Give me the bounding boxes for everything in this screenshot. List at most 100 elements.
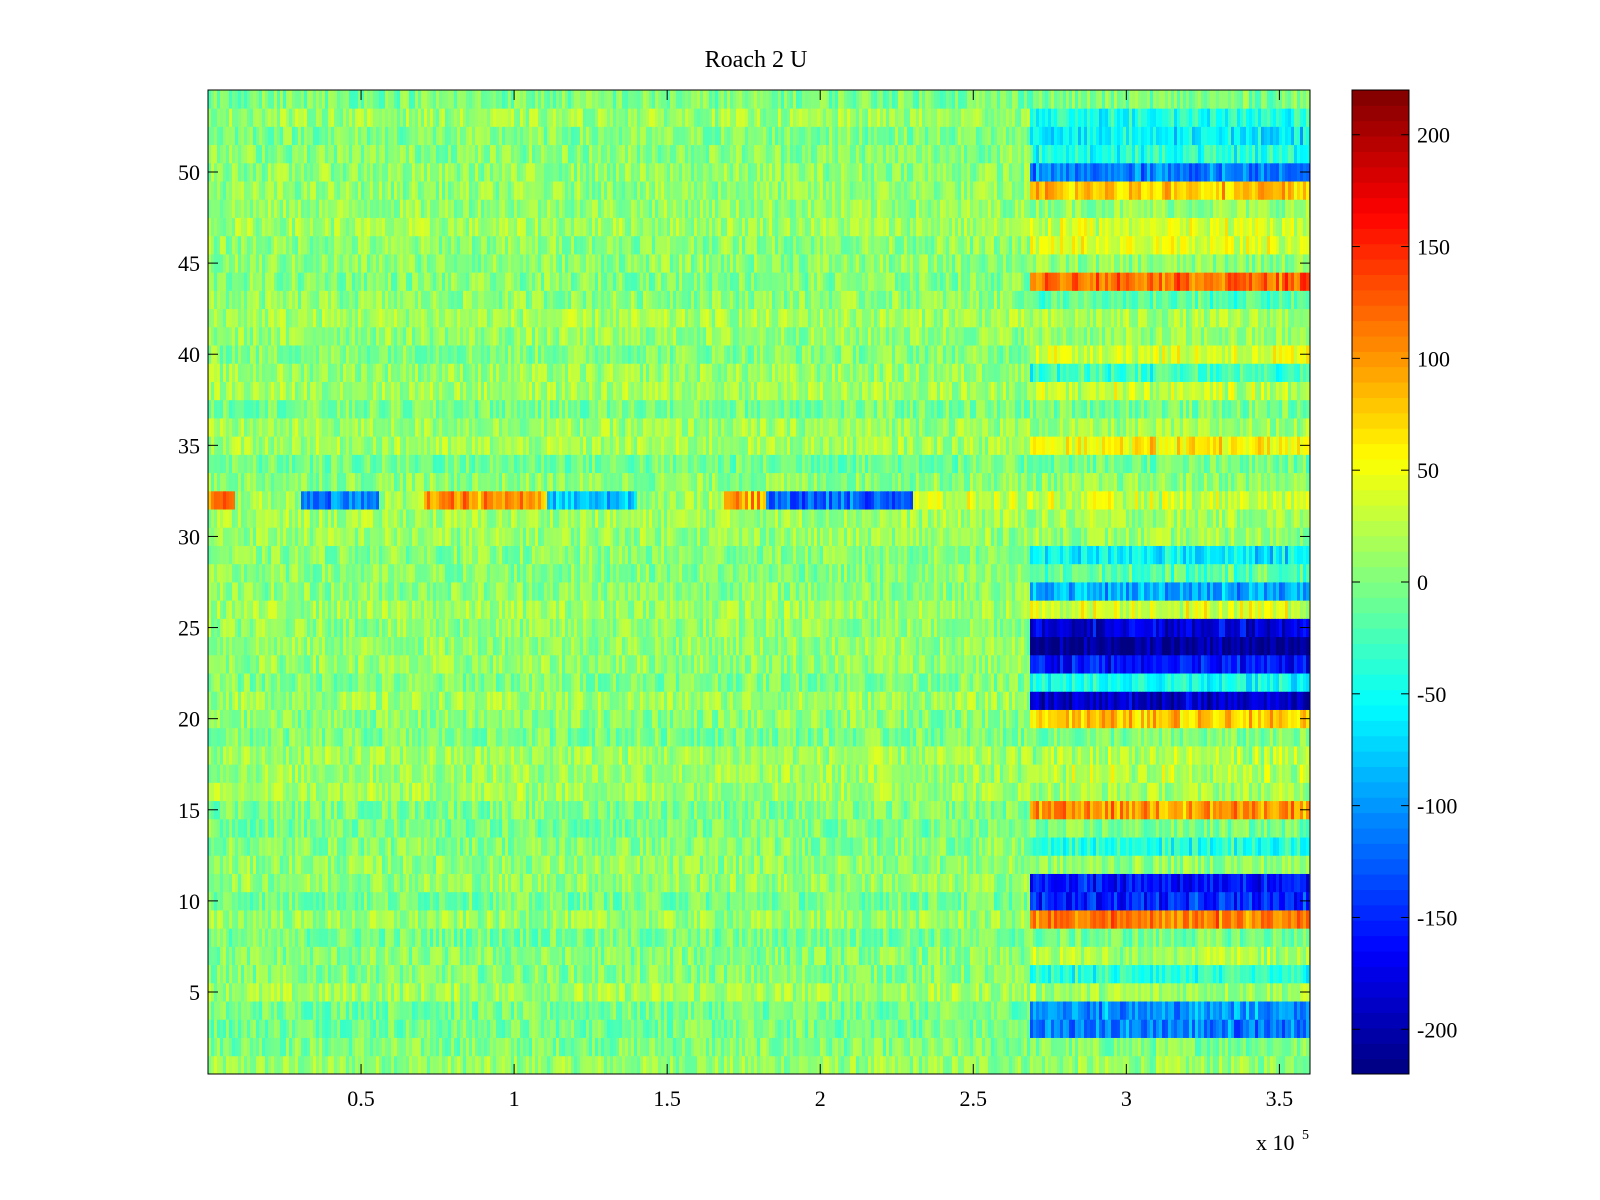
- heatmap-cell: [304, 982, 308, 1002]
- heatmap-cell: [835, 891, 839, 911]
- heatmap-cell: [301, 910, 305, 929]
- heatmap-cell: [922, 855, 926, 874]
- heatmap-cell: [337, 928, 341, 947]
- heatmap-cell: [394, 873, 398, 893]
- heatmap-cell: [511, 982, 515, 1002]
- heatmap-cell: [1051, 946, 1055, 966]
- heatmap-cell: [1210, 873, 1214, 893]
- heatmap-cell: [763, 928, 767, 947]
- heatmap-cell: [1063, 1037, 1067, 1057]
- heatmap-cell: [1189, 873, 1193, 893]
- heatmap-cell: [292, 1001, 296, 1020]
- heatmap-cell: [901, 928, 905, 947]
- heatmap-cell: [340, 1037, 344, 1057]
- heatmap-cell: [1267, 982, 1271, 1002]
- heatmap-cell: [1210, 1055, 1214, 1075]
- heatmap-cell: [247, 873, 251, 893]
- heatmap-cell: [1255, 1001, 1259, 1020]
- heatmap-cell: [586, 1055, 590, 1075]
- heatmap-cell: [403, 910, 407, 929]
- heatmap-cell: [1273, 1001, 1277, 1020]
- heatmap-cell: [895, 982, 899, 1002]
- heatmap-cell: [304, 873, 308, 893]
- heatmap-cell: [403, 946, 407, 966]
- heatmap-cell: [1075, 982, 1079, 1002]
- heatmap-cell: [835, 946, 839, 966]
- heatmap-cell: [655, 946, 659, 966]
- heatmap-cell: [1099, 946, 1103, 966]
- heatmap-cell: [1138, 1055, 1142, 1075]
- heatmap-cell: [427, 1055, 431, 1075]
- heatmap-cell: [556, 1001, 560, 1020]
- heatmap-cell: [1177, 982, 1181, 1002]
- heatmap-cell: [937, 910, 941, 929]
- heatmap-cell: [778, 928, 782, 947]
- heatmap-cell: [292, 982, 296, 1002]
- heatmap-cell: [970, 1001, 974, 1020]
- heatmap-cell: [910, 1001, 914, 1020]
- heatmap-cell: [1159, 946, 1163, 966]
- heatmap-cell: [262, 964, 266, 984]
- heatmap-cell: [637, 964, 641, 984]
- heatmap-cell: [1069, 891, 1073, 911]
- heatmap-cell: [232, 891, 236, 911]
- heatmap-cell: [685, 982, 689, 1002]
- heatmap-cell: [958, 1037, 962, 1057]
- heatmap-cell: [463, 982, 467, 1002]
- heatmap-cell: [571, 946, 575, 966]
- heatmap-cell: [373, 982, 377, 1002]
- heatmap-cell: [1057, 982, 1061, 1002]
- heatmap-cell: [1147, 910, 1151, 929]
- heatmap-cell: [946, 928, 950, 947]
- heatmap-cell: [430, 837, 434, 856]
- heatmap-cell: [949, 837, 953, 856]
- heatmap-cell: [787, 873, 791, 893]
- heatmap-cell: [220, 818, 224, 838]
- heatmap-cell: [529, 837, 533, 856]
- heatmap-cell: [622, 837, 626, 856]
- heatmap-cell: [607, 855, 611, 874]
- heatmap-cell: [1228, 1055, 1232, 1075]
- heatmap-cell: [208, 818, 212, 838]
- heatmap-cell: [640, 1019, 644, 1038]
- heatmap-cell: [925, 1037, 929, 1057]
- heatmap-cell: [655, 910, 659, 929]
- heatmap-cell: [658, 1055, 662, 1075]
- heatmap-cell: [1075, 928, 1079, 947]
- heatmap-cell: [265, 855, 269, 874]
- heatmap-cell: [712, 964, 716, 984]
- heatmap-cell: [1195, 982, 1199, 1002]
- heatmap-cell: [223, 1001, 227, 1020]
- heatmap-cell: [1063, 1019, 1067, 1038]
- heatmap-cell: [544, 1037, 548, 1057]
- heatmap-cell: [340, 818, 344, 838]
- heatmap-cell: [442, 946, 446, 966]
- heatmap-cell: [379, 928, 383, 947]
- heatmap-cell: [508, 1019, 512, 1038]
- heatmap-cell: [1057, 928, 1061, 947]
- heatmap-cell: [1048, 928, 1052, 947]
- heatmap-cell: [1165, 891, 1169, 911]
- heatmap-cell: [634, 873, 638, 893]
- heatmap-cell: [1201, 1055, 1205, 1075]
- heatmap-cell: [382, 910, 386, 929]
- heatmap-cell: [727, 1037, 731, 1057]
- heatmap-cell: [811, 855, 815, 874]
- heatmap-cell: [628, 982, 632, 1002]
- heatmap-cell: [340, 891, 344, 911]
- heatmap-cell: [334, 982, 338, 1002]
- heatmap-cell: [250, 1037, 254, 1057]
- heatmap-cell: [493, 964, 497, 984]
- heatmap-cell: [427, 1019, 431, 1038]
- heatmap-cell: [1012, 910, 1016, 929]
- heatmap-cell: [1144, 1055, 1148, 1075]
- heatmap-cell: [1282, 873, 1286, 893]
- heatmap-cell: [454, 1055, 458, 1075]
- heatmap-cell: [1279, 837, 1283, 856]
- heatmap-cell: [262, 928, 266, 947]
- heatmap-cell: [442, 837, 446, 856]
- heatmap-cell: [553, 910, 557, 929]
- heatmap-cell: [433, 1055, 437, 1075]
- heatmap-cell: [856, 946, 860, 966]
- heatmap-cell: [418, 873, 422, 893]
